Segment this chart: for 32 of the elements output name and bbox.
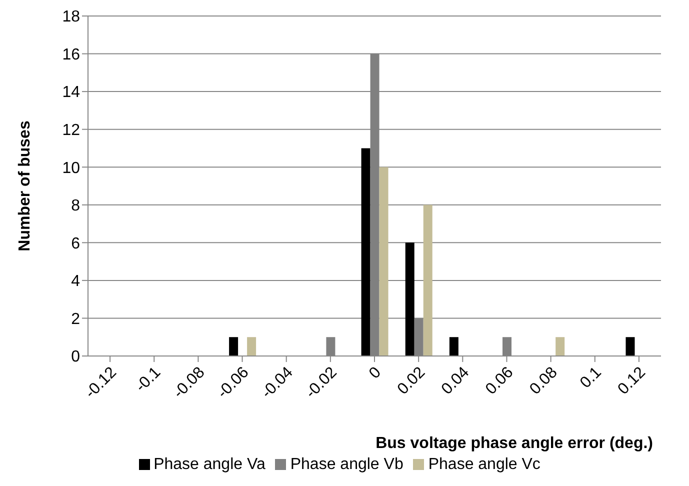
legend-label: Phase angle Va — [154, 456, 266, 473]
y-tick-label: 14 — [62, 84, 80, 102]
bar — [423, 204, 432, 356]
y-tick-label: 10 — [62, 160, 80, 177]
bar — [361, 148, 370, 356]
x-tick-label: 0.12 — [614, 364, 650, 398]
x-tick-label: 0.02 — [394, 364, 429, 398]
y-tick-label: 16 — [62, 46, 80, 64]
y-axis-title: Number of buses — [16, 120, 34, 252]
y-tick-label: 2 — [71, 310, 80, 328]
y-tick-label: 0 — [71, 348, 80, 366]
x-tick-label: -0.1 — [132, 364, 164, 396]
y-tick-label: 18 — [62, 8, 80, 26]
x-tick-label: 0.04 — [438, 364, 473, 398]
bar — [247, 337, 256, 356]
legend-label: Phase angle Vc — [428, 456, 540, 473]
bar — [229, 337, 238, 356]
bar — [449, 337, 458, 356]
bar — [626, 337, 635, 356]
x-tick-label: 0.08 — [526, 364, 561, 398]
x-axis-title: Bus voltage phase angle error (deg.) — [376, 435, 653, 452]
bar — [379, 167, 388, 356]
x-tick-label: 0.06 — [482, 364, 517, 398]
y-tick-label: 8 — [71, 198, 80, 215]
x-tick-label: 0.1 — [577, 364, 605, 392]
y-tick-label: 4 — [71, 273, 80, 290]
bar — [405, 242, 414, 356]
y-tick-label: 12 — [62, 122, 80, 140]
x-tick-label: 0 — [366, 364, 385, 382]
y-tick-label: 6 — [71, 235, 80, 252]
bar — [556, 337, 565, 356]
legend-label: Phase angle Vb — [290, 456, 404, 473]
